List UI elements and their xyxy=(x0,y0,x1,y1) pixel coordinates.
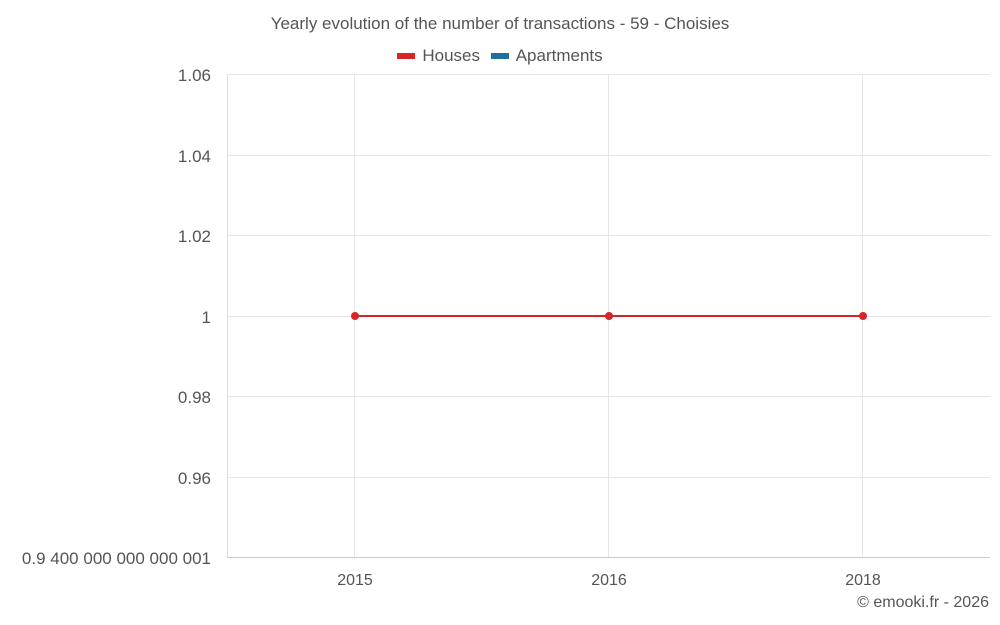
data-point[interactable] xyxy=(351,312,359,320)
svg-text:0.9 400 000 000 000 001: 0.9 400 000 000 000 001 xyxy=(22,549,211,568)
legend-label-houses: Houses xyxy=(422,46,480,65)
svg-text:0.96: 0.96 xyxy=(178,469,211,488)
svg-text:1: 1 xyxy=(202,308,211,327)
houses-swatch-icon xyxy=(397,53,416,59)
legend-label-apartments: Apartments xyxy=(515,46,603,65)
copyright-footer: © emooki.fr - 2026 xyxy=(857,594,989,611)
apartments-swatch-icon xyxy=(490,53,509,59)
svg-text:1.02: 1.02 xyxy=(178,227,211,246)
svg-text:0.98: 0.98 xyxy=(178,388,211,407)
svg-text:1.06: 1.06 xyxy=(178,66,211,85)
svg-text:2015: 2015 xyxy=(337,572,373,589)
legend: Houses Apartments xyxy=(0,44,1000,66)
legend-item-houses[interactable]: Houses xyxy=(397,46,480,66)
svg-text:1.04: 1.04 xyxy=(178,147,211,166)
series-houses xyxy=(351,312,867,320)
x-tick-labels: 2015 2016 2018 xyxy=(337,572,881,589)
svg-text:2018: 2018 xyxy=(845,572,881,589)
svg-text:2016: 2016 xyxy=(591,572,627,589)
data-point[interactable] xyxy=(859,312,867,320)
data-point[interactable] xyxy=(605,312,613,320)
chart-title: Yearly evolution of the number of transa… xyxy=(270,14,730,33)
y-tick-labels: 1.06 1.04 1.02 1 0.98 0.96 0.9 400 000 0… xyxy=(22,66,211,568)
legend-item-apartments[interactable]: Apartments xyxy=(490,46,603,66)
